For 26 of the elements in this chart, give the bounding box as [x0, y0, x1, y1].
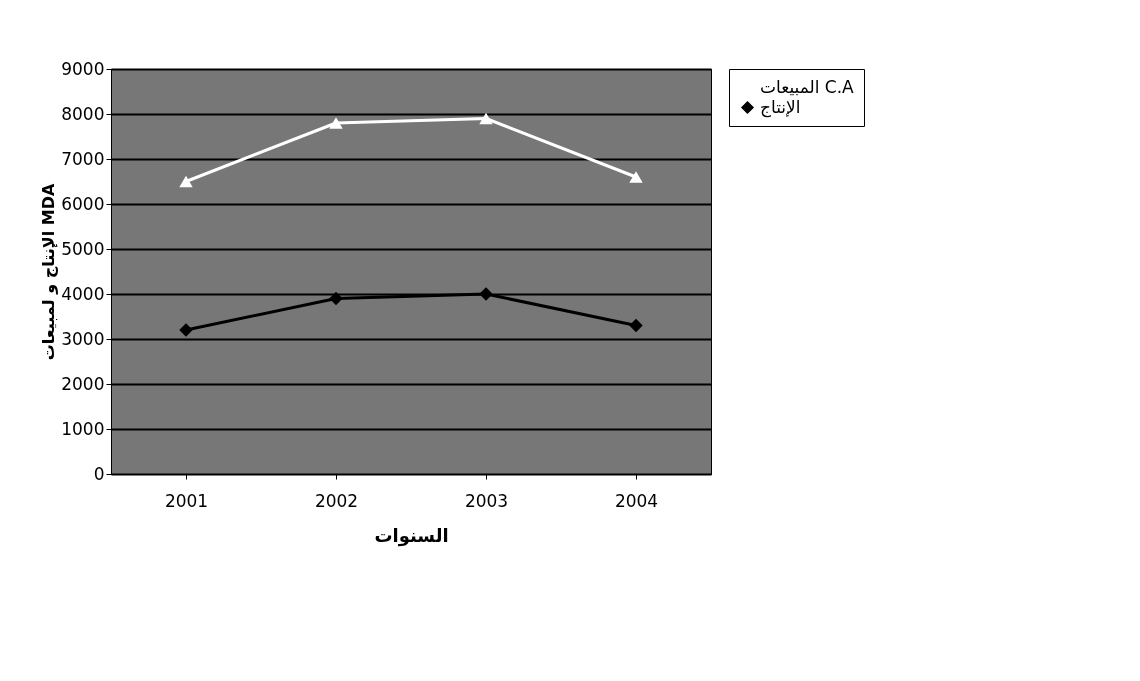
point	[629, 171, 643, 183]
x-tick-label: 2004	[614, 490, 659, 511]
legend-label: الإنتاج	[760, 96, 801, 118]
point	[479, 112, 493, 125]
y-tick-label: 7000	[61, 148, 105, 169]
x-tick-label: 2001	[164, 490, 209, 511]
y-axis-title: الإنتاج و لمبيعات MDA	[39, 183, 59, 361]
x-tick-label: 2002	[314, 490, 359, 511]
y-tick-label: 2000	[61, 373, 105, 394]
x-axis-title: السنوات	[374, 524, 449, 547]
y-tick-label: 1000	[61, 418, 105, 439]
point	[179, 323, 193, 337]
point	[329, 117, 343, 129]
y-tick-label: 4000	[61, 283, 105, 304]
point	[329, 291, 343, 306]
point	[179, 175, 193, 188]
y-tick-label: 5000	[61, 238, 105, 259]
point	[629, 318, 643, 333]
y-tick-label: 3000	[61, 328, 105, 349]
y-tick-label: 0	[93, 463, 105, 484]
text: المبيعات C.A	[760, 76, 855, 97]
point	[479, 287, 493, 301]
y-tick-label: 9000	[61, 58, 105, 79]
y-tick-label: 6000	[61, 193, 105, 214]
y-tick-label: 8000	[61, 103, 105, 124]
x-tick-label: 2003	[464, 490, 509, 511]
